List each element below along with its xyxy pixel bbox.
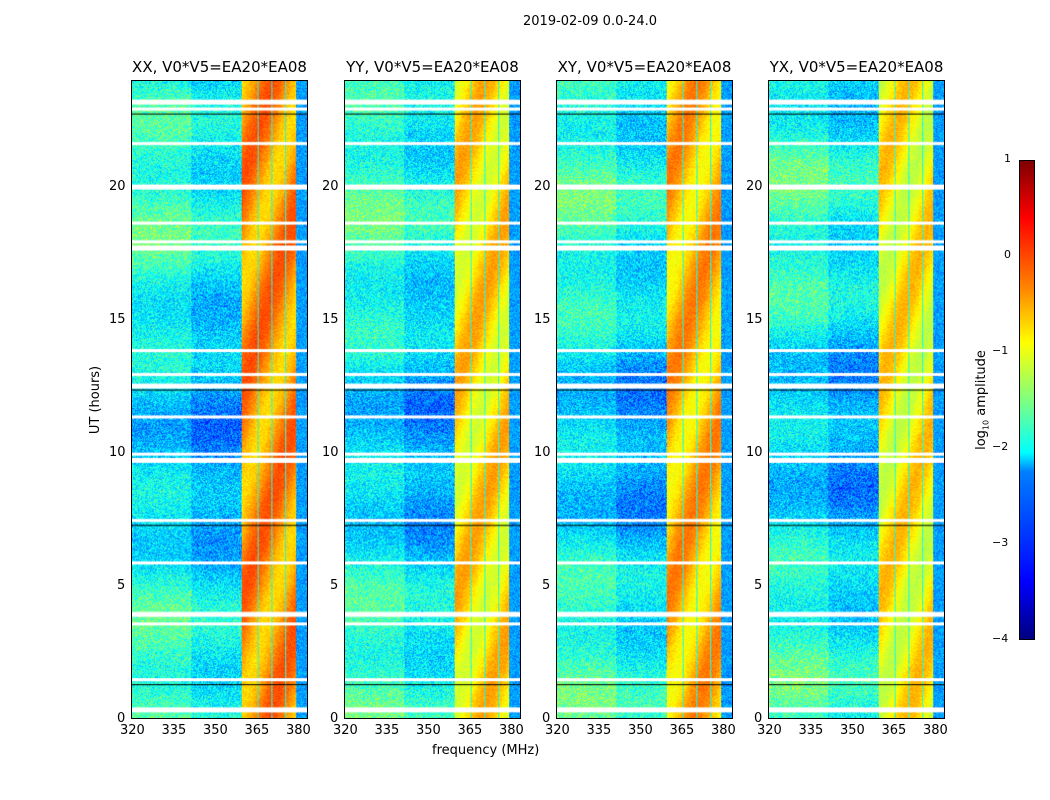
- y-tick-label: 15: [322, 311, 339, 327]
- heatmap-panel: [131, 80, 308, 719]
- colorbar-tick-label: −2: [992, 440, 1009, 453]
- colorbar-tick-label: 0: [1004, 248, 1011, 261]
- x-tick-label: 365: [881, 723, 907, 738]
- x-tick-label: 320: [120, 723, 145, 738]
- x-tick-label: 320: [757, 723, 782, 738]
- y-tick-label: 10: [534, 444, 551, 460]
- heatmap-image: [769, 81, 944, 718]
- colorbar-tick-label: −3: [992, 536, 1009, 549]
- y-tick-label: 20: [322, 178, 339, 194]
- panel-title: XY, V0*V5=EA20*EA08: [557, 58, 732, 76]
- x-tick-label: 350: [627, 723, 653, 738]
- y-tick-label: 15: [534, 311, 551, 327]
- panel-title: YX, V0*V5=EA20*EA08: [769, 58, 944, 76]
- heatmap-panel: [344, 80, 521, 719]
- colorbar-tick-label: −1: [992, 344, 1009, 357]
- x-tick-label: 365: [669, 723, 695, 738]
- y-tick-label: 5: [330, 577, 339, 593]
- y-tick-label: 10: [322, 444, 339, 460]
- y-tick-label: 0: [542, 711, 551, 726]
- y-tick-label: 10: [109, 444, 126, 460]
- colorbar-tick-label: 1: [1004, 152, 1011, 165]
- x-tick-label: 320: [545, 723, 570, 738]
- heatmap-image: [557, 81, 732, 718]
- y-tick-label: 20: [109, 178, 126, 194]
- y-tick-label: 5: [754, 577, 763, 593]
- heatmap-image: [132, 81, 307, 718]
- y-tick-label: 15: [109, 311, 126, 327]
- figure-title: 2019-02-09 0.0-24.0: [523, 14, 657, 29]
- x-axis-label: frequency (MHz): [432, 743, 540, 758]
- x-tick-label: 335: [586, 723, 612, 738]
- x-tick-label: 380: [922, 723, 948, 738]
- y-tick-label: 0: [754, 711, 763, 726]
- y-tick-label: 0: [330, 711, 339, 726]
- colorbar-tick-label: −4: [992, 632, 1009, 645]
- y-tick-label: 0: [117, 711, 126, 726]
- x-tick-label: 335: [161, 723, 187, 738]
- x-tick-label: 350: [415, 723, 441, 738]
- y-tick-label: 5: [542, 577, 551, 593]
- x-tick-label: 320: [333, 723, 358, 738]
- x-tick-label: 380: [285, 723, 311, 738]
- heatmap-panel: [768, 80, 945, 719]
- heatmap-panel: [556, 80, 733, 719]
- heatmap-image: [345, 81, 520, 718]
- y-tick-label: 20: [534, 178, 551, 194]
- x-tick-label: 365: [457, 723, 483, 738]
- x-tick-label: 380: [498, 723, 524, 738]
- x-tick-label: 350: [202, 723, 228, 738]
- panel-title: YY, V0*V5=EA20*EA08: [346, 58, 519, 76]
- y-tick-label: 20: [746, 178, 763, 194]
- colorbar-label: log10 amplitude: [974, 350, 991, 450]
- panel-title: XX, V0*V5=EA20*EA08: [132, 58, 307, 76]
- y-tick-label: 10: [746, 444, 763, 460]
- x-tick-label: 335: [374, 723, 400, 738]
- y-tick-label: 15: [746, 311, 763, 327]
- x-tick-label: 365: [244, 723, 270, 738]
- y-axis-label: UT (hours): [88, 365, 103, 435]
- x-tick-label: 335: [798, 723, 824, 738]
- x-tick-label: 350: [839, 723, 865, 738]
- x-tick-label: 380: [710, 723, 736, 738]
- colorbar: [1019, 160, 1035, 640]
- y-tick-label: 5: [117, 577, 126, 593]
